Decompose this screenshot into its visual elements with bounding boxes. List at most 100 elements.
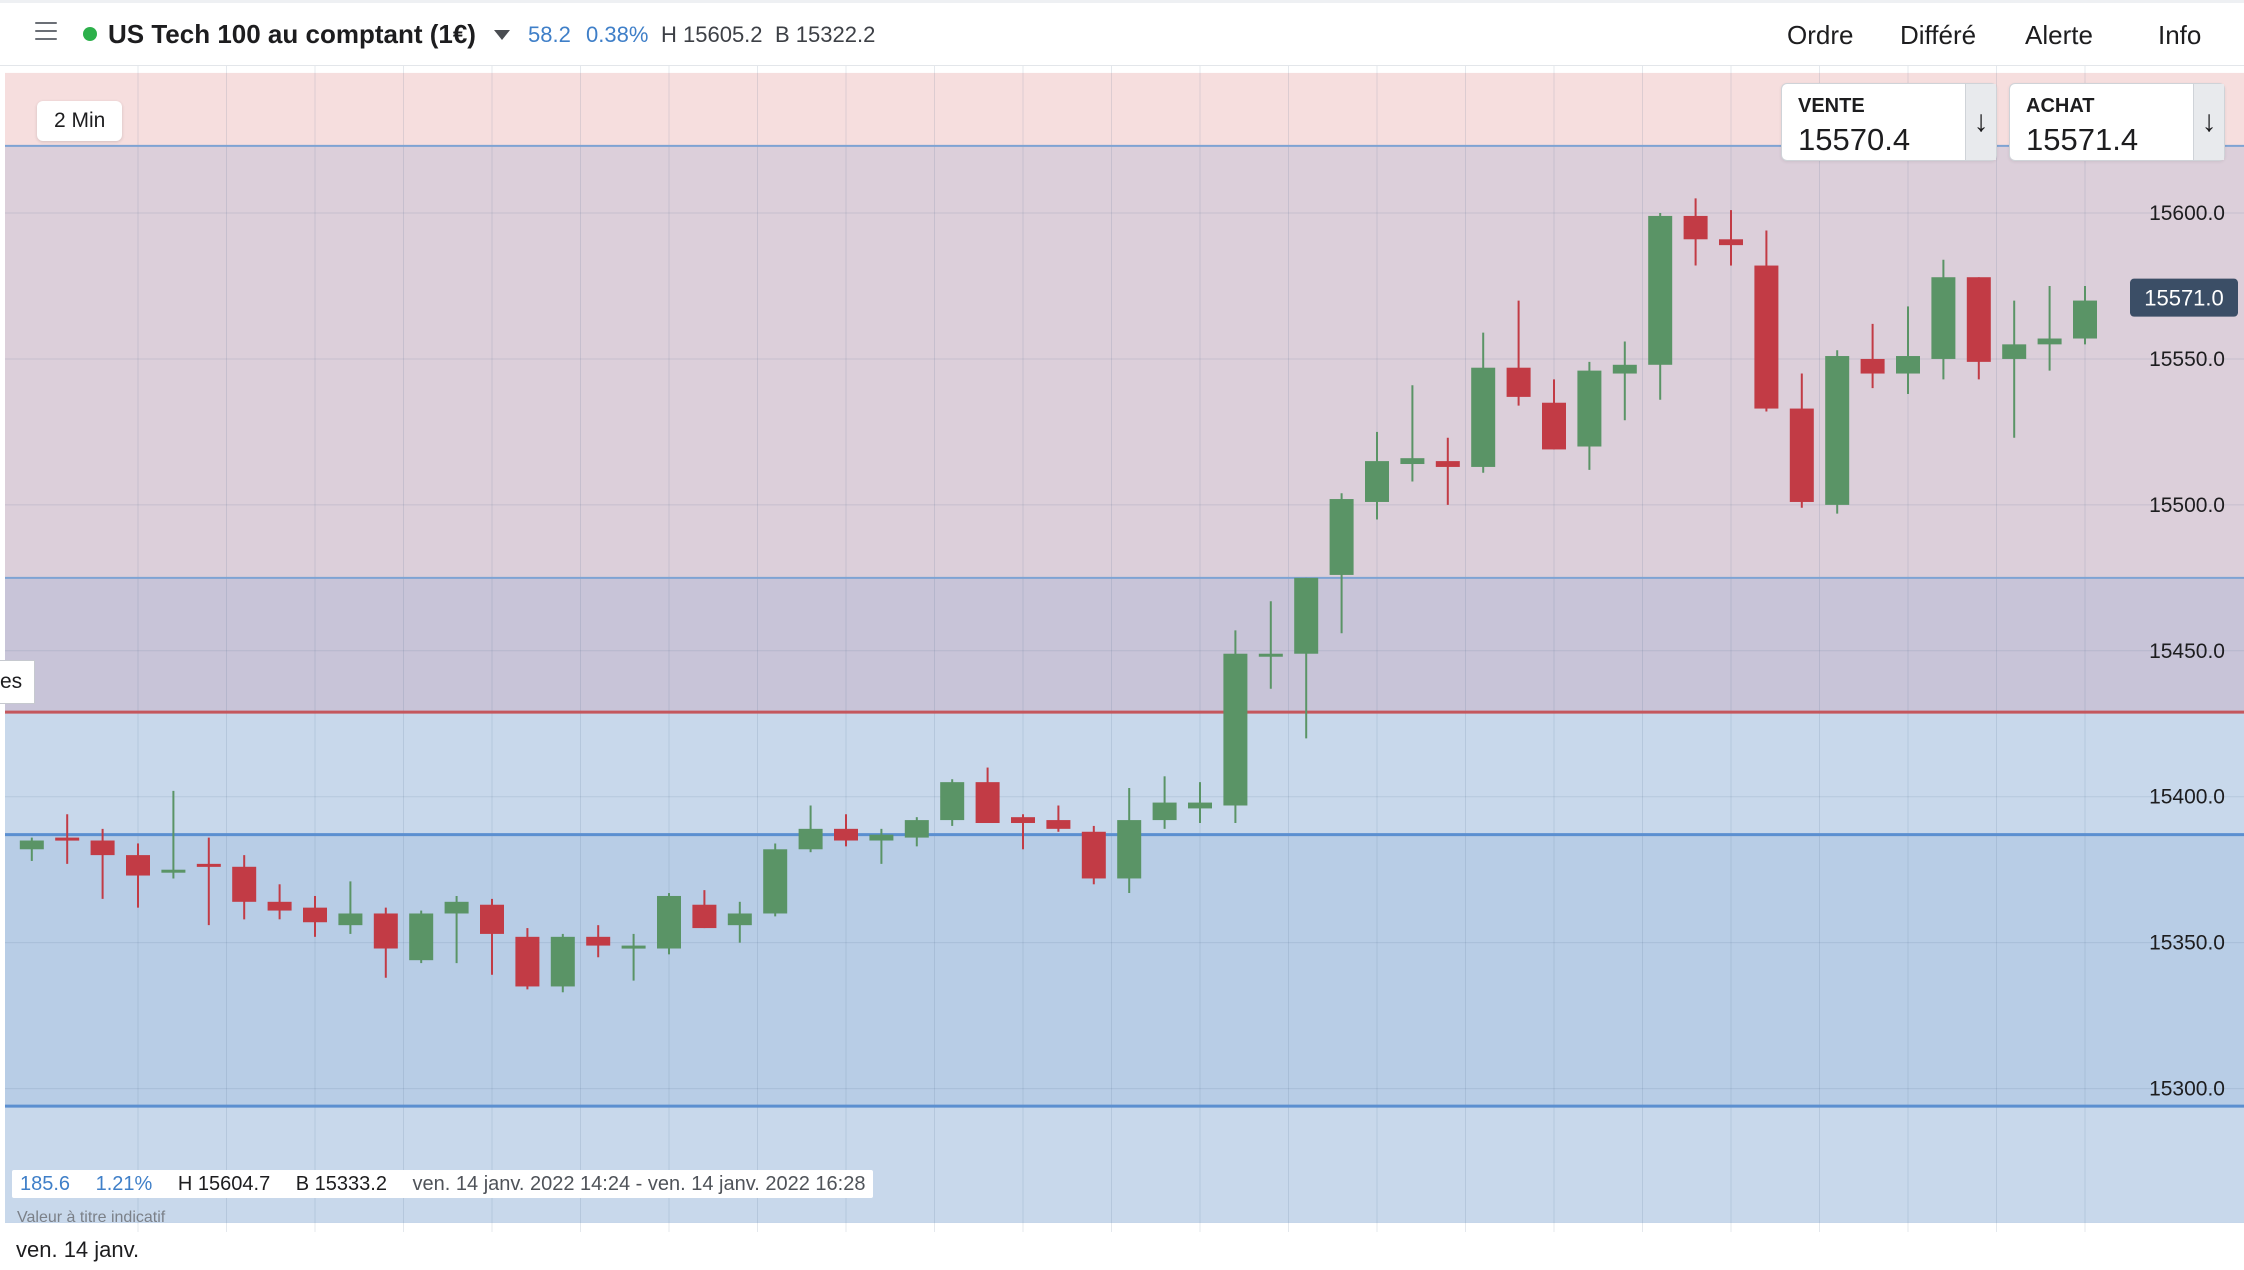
candle-body — [55, 837, 80, 841]
y-axis: 15300.0 15350.0 15400.0 15450.0 15500.0 15550… — [2149, 202, 2225, 1101]
candle — [1435, 437, 1460, 505]
candle-body — [1046, 820, 1071, 829]
candle — [692, 890, 717, 929]
candle — [1931, 259, 1956, 380]
arrow-down-icon: ↓ — [2193, 84, 2224, 160]
candle-body — [834, 828, 858, 841]
candle — [90, 828, 115, 899]
caret-down-icon[interactable] — [494, 30, 510, 40]
candle — [1506, 300, 1531, 406]
candle-body — [1081, 831, 1106, 879]
x-axis-date-label: ven. 14 janv. — [0, 1237, 150, 1263]
candle — [586, 925, 611, 958]
candle-body — [1471, 367, 1496, 467]
candle-body — [1117, 820, 1142, 879]
candle — [1789, 373, 1814, 508]
candle — [1294, 577, 1319, 739]
candle — [515, 928, 540, 990]
candle-body — [1365, 461, 1389, 502]
candle — [940, 779, 965, 826]
instrument-name[interactable]: US Tech 100 au comptant (1€) — [108, 19, 476, 49]
candle — [1648, 213, 1673, 400]
candle-body — [480, 904, 504, 934]
candle-body — [1223, 653, 1248, 806]
candle-body — [621, 945, 646, 949]
interval-selector[interactable]: 2 Min — [37, 101, 123, 141]
candle-body — [1966, 277, 1991, 362]
candle-body — [550, 936, 575, 987]
candle — [1081, 825, 1106, 885]
candle-body — [267, 901, 292, 911]
candle-body — [1612, 364, 1637, 374]
candlestick-chart[interactable]: 15300.0 15350.0 15400.0 15450.0 15500.0 15550… — [0, 66, 2244, 1270]
candle — [1683, 198, 1708, 266]
nav-info-button[interactable]: Info — [2158, 20, 2202, 50]
candle-body — [1648, 215, 1673, 365]
candle-body — [1152, 802, 1177, 821]
buy-label: ACHAT — [2026, 95, 2095, 117]
candle-body — [1011, 817, 1035, 824]
candle — [657, 893, 681, 955]
current-price-label-bg — [2130, 278, 2238, 317]
period-high: H 15604.7 — [177, 1173, 271, 1195]
candle-body — [1683, 215, 1708, 240]
nav-ordre-button[interactable]: Ordre — [1787, 20, 1854, 50]
candle — [1223, 630, 1248, 824]
candle-body — [338, 913, 363, 926]
left-margin — [0, 66, 5, 1232]
candle — [621, 933, 646, 981]
y-tick-label: 15500.0 — [2149, 494, 2225, 517]
buy-price-button[interactable]: ACHAT 15571.4 ↓ — [2009, 83, 2225, 161]
nav-differe-button[interactable]: Différé — [1900, 20, 1977, 50]
hamburger-icon[interactable] — [35, 22, 57, 40]
candle — [2073, 285, 2097, 345]
candle — [798, 805, 823, 853]
y-tick-label: 15600.0 — [2149, 202, 2225, 225]
candle-body — [90, 840, 115, 856]
candle — [1329, 493, 1354, 634]
nav-alerte-button[interactable]: Alerte — [2025, 20, 2093, 50]
candle-body — [19, 840, 44, 850]
candle-body — [763, 849, 788, 914]
sell-price-button[interactable]: VENTE 15570.4 ↓ — [1781, 83, 1997, 161]
candle — [550, 933, 575, 993]
candle — [19, 837, 44, 861]
candle — [161, 790, 186, 879]
candle — [904, 817, 929, 847]
candle-body — [1789, 408, 1814, 502]
candle — [2002, 300, 2027, 438]
candle — [1896, 306, 1920, 394]
buy-price: 15571.4 — [2026, 122, 2139, 157]
y-tick-label: 15450.0 — [2149, 640, 2225, 663]
y-tick-label: 15400.0 — [2149, 786, 2225, 809]
candle-body — [1860, 358, 1885, 374]
candle-body — [1435, 461, 1460, 467]
side-panel-tab[interactable]: es — [0, 660, 36, 704]
candle — [338, 881, 363, 934]
candle-body — [586, 936, 611, 946]
candle — [763, 843, 788, 917]
x-axis-background — [0, 1232, 2244, 1270]
candle-body — [1506, 367, 1531, 397]
candle-body — [940, 782, 965, 821]
candle-body — [303, 907, 327, 923]
candle — [1612, 341, 1637, 421]
daily-change-absolute: 58.2 — [528, 22, 571, 47]
candle — [1258, 601, 1283, 689]
candle — [2037, 285, 2062, 371]
candle — [1400, 385, 1425, 482]
candle-body — [1294, 577, 1319, 654]
candle-body — [975, 782, 1000, 824]
arrow-down-icon: ↓ — [1965, 84, 1996, 160]
candle-body — [2073, 300, 2097, 339]
daily-change-percent: 0.38% — [586, 22, 649, 47]
sell-price: 15570.4 — [1798, 122, 1911, 157]
candle-body — [1542, 402, 1566, 450]
candle-body — [1188, 802, 1212, 809]
candle — [126, 843, 150, 908]
candle-body — [727, 913, 752, 926]
candle — [975, 767, 1000, 824]
candle — [373, 907, 398, 978]
candle-body — [692, 904, 717, 929]
candle-body — [373, 913, 398, 949]
